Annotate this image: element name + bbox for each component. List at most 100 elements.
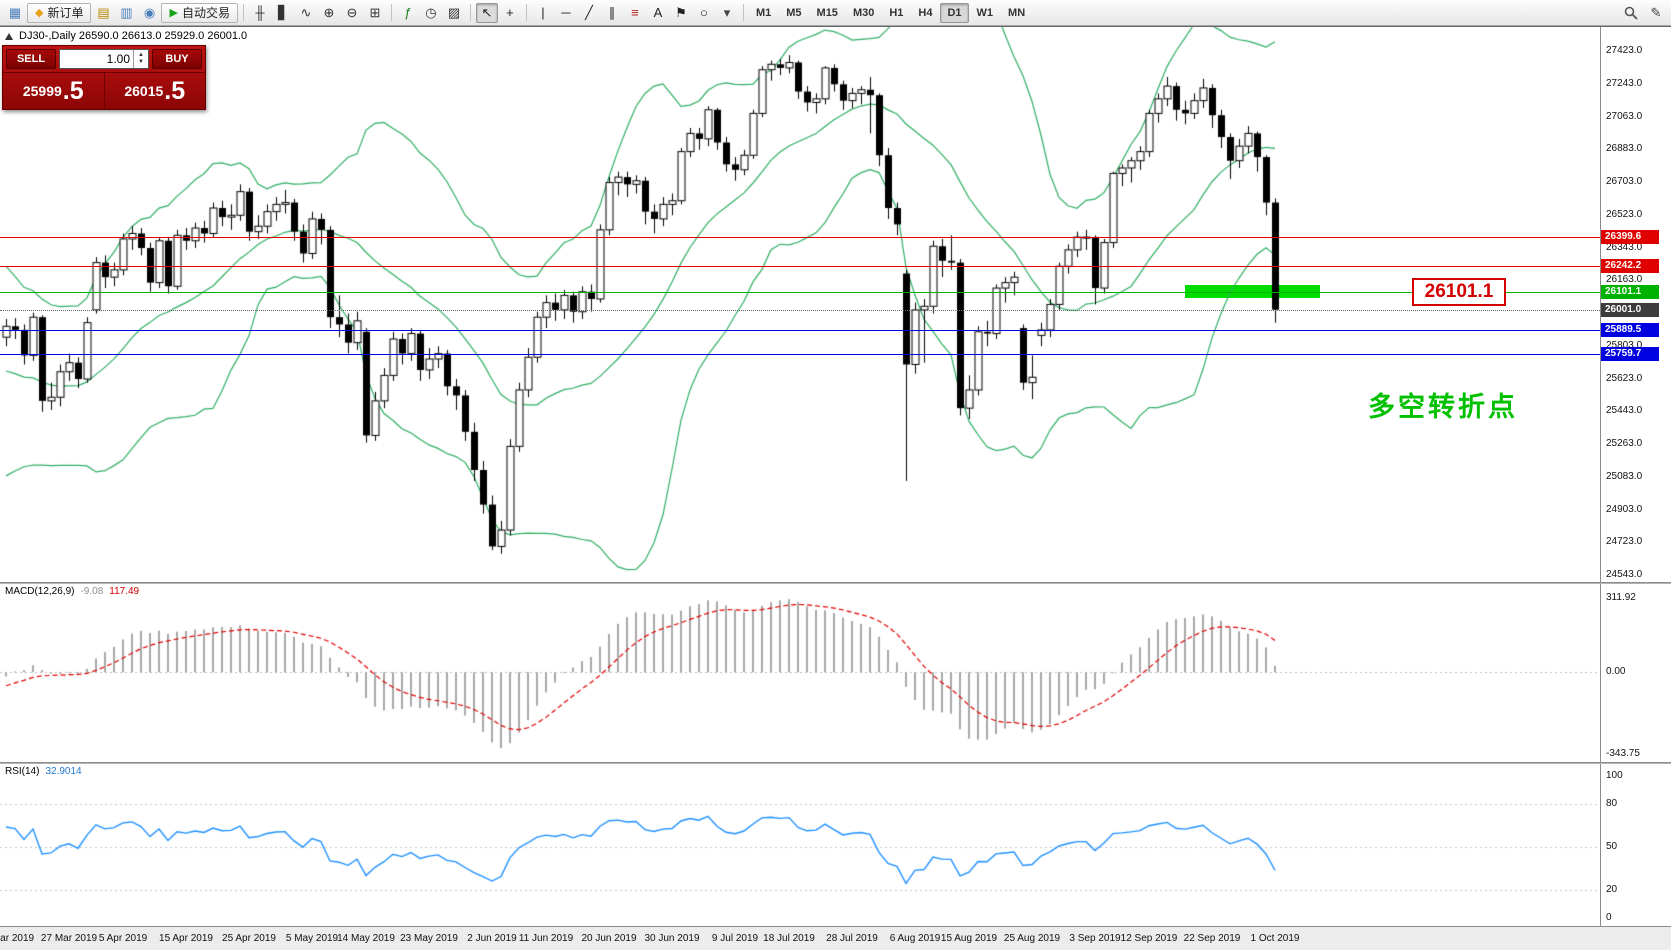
new-chart-icon[interactable]: ▦ bbox=[8, 4, 22, 20]
sell-price[interactable]: 25999 .5 bbox=[3, 73, 105, 109]
navigator-icon[interactable]: ◉ bbox=[143, 4, 156, 20]
macd-canvas[interactable] bbox=[0, 584, 1600, 762]
support-line-1[interactable] bbox=[0, 330, 1600, 331]
shapes-icon[interactable]: ○ bbox=[700, 5, 708, 20]
cursor-icon[interactable]: ↖ bbox=[475, 2, 498, 23]
axis-label: 24903.0 bbox=[1606, 504, 1643, 515]
axis-label: 80 bbox=[1606, 798, 1618, 809]
panel-splitter[interactable] bbox=[0, 582, 1671, 584]
timeframe-D1[interactable]: D1 bbox=[940, 2, 969, 23]
axis-label: 26883.0 bbox=[1606, 143, 1643, 154]
rsi-panel: 100 80 50 20 0 RSI(14) 32.9014 bbox=[0, 764, 1671, 926]
zoom-out-icon[interactable]: ⊖ bbox=[346, 4, 358, 20]
buy-price[interactable]: 26015 .5 bbox=[105, 73, 206, 109]
axis-label: 26343.0 bbox=[1606, 242, 1643, 253]
time-axis-label: 6 Aug 2019 bbox=[889, 933, 941, 944]
price-chart-panel: 26101.1 多空转折点 27423.0 27243.0 27063.0 26883… bbox=[0, 26, 1671, 582]
price-annotation-box[interactable]: 26101.1 bbox=[1412, 278, 1506, 306]
timeframe-H4[interactable]: H4 bbox=[918, 6, 933, 19]
zoom-in-icon[interactable]: ⊕ bbox=[323, 4, 335, 20]
bar-chart-icon[interactable]: ╫ bbox=[255, 5, 265, 20]
horizontal-line-icon[interactable]: ─ bbox=[561, 5, 571, 20]
indicators-icon[interactable]: ƒ bbox=[404, 5, 412, 20]
time-axis-label: 11 Jun 2019 bbox=[518, 933, 574, 944]
timeframe-MN[interactable]: MN bbox=[1008, 6, 1026, 19]
vertical-line-icon[interactable]: | bbox=[541, 5, 545, 20]
macd-value-main: -9.08 bbox=[80, 586, 104, 597]
price-axis[interactable]: 27423.0 27243.0 27063.0 26883.0 26703.0 26523… bbox=[1600, 27, 1671, 582]
support-line-1-tag: 25889.5 bbox=[1601, 323, 1659, 337]
volume-spinner[interactable]: ▲ ▼ bbox=[133, 50, 148, 68]
time-axis-label: 15 Apr 2019 bbox=[159, 933, 213, 944]
edit-icon[interactable]: ✎ bbox=[1650, 4, 1662, 20]
time-axis-label: 25 Apr 2019 bbox=[222, 933, 276, 944]
auto-trading-button[interactable]: ▶ 自动交易 bbox=[161, 2, 238, 23]
toolbar-separator bbox=[242, 4, 244, 21]
timeframe-M15[interactable]: M15 bbox=[816, 6, 838, 19]
tile-windows-icon[interactable]: ⊞ bbox=[369, 4, 381, 20]
rsi-canvas[interactable] bbox=[0, 764, 1600, 926]
pivot-green-line[interactable] bbox=[0, 292, 1600, 293]
resistance-line-2[interactable] bbox=[0, 266, 1600, 267]
pivot-green-line-tag: 26101.1 bbox=[1601, 285, 1659, 299]
macd-axis[interactable]: 311.92 0.00 -343.75 bbox=[1600, 584, 1671, 762]
time-axis-label: 1 Oct 2019 bbox=[1250, 933, 1300, 944]
resistance-line-1-tag: 26399.6 bbox=[1601, 230, 1659, 244]
panel-splitter[interactable] bbox=[0, 762, 1671, 764]
support-line-2-tag: 25759.7 bbox=[1601, 347, 1659, 361]
support-line-2[interactable] bbox=[0, 354, 1600, 355]
timeframe-M1[interactable]: M1 bbox=[755, 6, 772, 19]
resistance-line-1[interactable] bbox=[0, 237, 1600, 238]
axis-label: 25803.0 bbox=[1606, 340, 1643, 351]
time-axis-label: 14 May 2019 bbox=[337, 933, 395, 944]
time-axis-label: 18 Jul 2019 bbox=[763, 933, 815, 944]
chart-window-icon[interactable]: ▥ bbox=[120, 4, 133, 20]
buy-button[interactable]: BUY bbox=[152, 49, 202, 69]
dropdown-caret-icon[interactable]: ▾ bbox=[723, 4, 731, 20]
templates-icon[interactable]: ▨ bbox=[447, 4, 461, 20]
channel-icon[interactable]: ∥ bbox=[608, 4, 616, 20]
price-chart-canvas[interactable] bbox=[0, 27, 1600, 582]
volume-field[interactable]: 1.00 ▲ ▼ bbox=[59, 49, 149, 69]
line-chart-icon[interactable]: ∿ bbox=[300, 4, 312, 20]
search-icon[interactable] bbox=[1620, 3, 1642, 23]
arrows-icon[interactable]: ⚑ bbox=[675, 4, 687, 20]
axis-label: 24543.0 bbox=[1606, 569, 1643, 580]
periods-icon[interactable]: ◷ bbox=[425, 4, 437, 20]
time-axis-label: 25 Aug 2019 bbox=[1003, 933, 1061, 944]
fibonacci-icon[interactable]: ≡ bbox=[631, 5, 639, 20]
timeframe-M5[interactable]: M5 bbox=[786, 6, 802, 19]
time-axis-label: 22 Sep 2019 bbox=[1183, 933, 1241, 944]
macd-value-signal: 117.49 bbox=[109, 586, 140, 597]
axis-label: 0 bbox=[1606, 912, 1612, 923]
rsi-label: RSI(14) 32.9014 bbox=[5, 766, 82, 777]
new-order-button[interactable]: ◆ 新订单 bbox=[27, 2, 92, 23]
buy-price-frac: .5 bbox=[164, 76, 186, 105]
candlestick-chart-icon[interactable]: ▋ bbox=[277, 4, 288, 20]
volume-up-icon[interactable]: ▲ bbox=[138, 52, 144, 58]
volume-down-icon[interactable]: ▼ bbox=[138, 59, 144, 65]
trendline-icon[interactable]: ╱ bbox=[585, 4, 593, 20]
axis-label: 100 bbox=[1606, 770, 1623, 781]
trade-panel-prices: 25999 .5 26015 .5 bbox=[3, 72, 205, 109]
rsi-value: 32.9014 bbox=[45, 766, 82, 777]
rsi-axis[interactable]: 100 80 50 20 0 bbox=[1600, 764, 1671, 926]
trade-panel-toggle-icon[interactable] bbox=[5, 32, 13, 40]
timeframe-H1[interactable]: H1 bbox=[889, 6, 904, 19]
buy-price-int: 26015 bbox=[124, 83, 164, 99]
timeframe-W1[interactable]: W1 bbox=[976, 6, 994, 19]
time-axis-label: 28 Jul 2019 bbox=[826, 933, 878, 944]
timeframe-M30[interactable]: M30 bbox=[852, 6, 875, 19]
time-axis-label: 12 Sep 2019 bbox=[1120, 933, 1178, 944]
sell-button[interactable]: SELL bbox=[6, 49, 56, 69]
crosshair-icon[interactable]: + bbox=[506, 5, 514, 20]
auto-trading-button-icon: ▶ bbox=[169, 7, 178, 19]
text-icon[interactable]: A bbox=[653, 5, 663, 20]
trade-panel-controls: SELL 1.00 ▲ ▼ BUY bbox=[3, 46, 205, 72]
current-price-line[interactable] bbox=[0, 310, 1600, 311]
market-watch-icon[interactable]: ▤ bbox=[97, 4, 110, 20]
turning-point-label[interactable]: 多空转折点 bbox=[1368, 392, 1518, 422]
volume-value: 1.00 bbox=[106, 52, 130, 66]
